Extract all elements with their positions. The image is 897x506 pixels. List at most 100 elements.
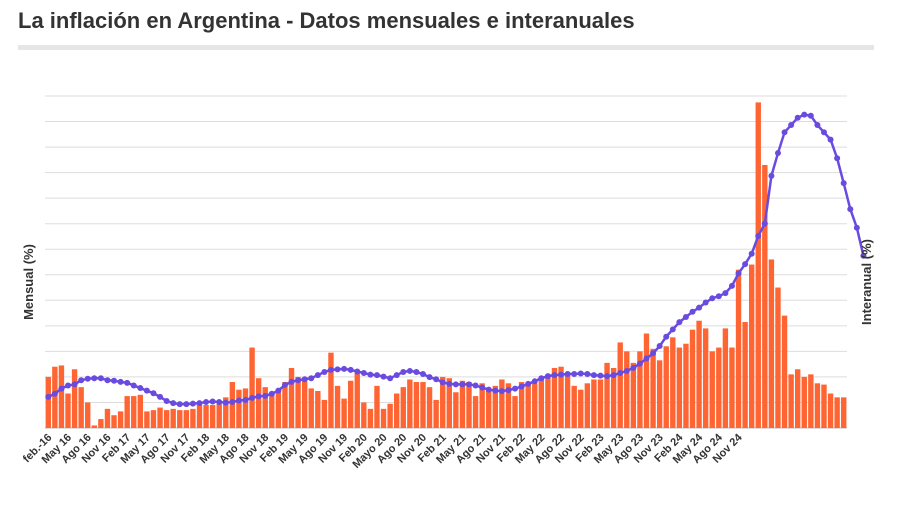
monthly-bar [663, 346, 669, 428]
monthly-bar [486, 389, 492, 428]
y-axis-left-label: Mensual (%) [21, 244, 36, 320]
monthly-bar [518, 382, 525, 428]
yearly-point [525, 380, 532, 387]
monthly-bar [834, 397, 840, 428]
monthly-bar [841, 397, 847, 428]
monthly-bar [242, 388, 249, 428]
monthly-bar [236, 389, 242, 428]
yearly-point [347, 366, 354, 373]
yearly-point [735, 270, 742, 277]
monthly-bar [716, 347, 722, 428]
monthly-bars [45, 102, 847, 428]
yearly-point [860, 252, 867, 259]
yearly-point [314, 372, 321, 379]
monthly-bar [821, 384, 827, 428]
yearly-point [840, 180, 847, 187]
yearly-point [696, 304, 703, 311]
yearly-point [558, 371, 565, 378]
monthly-bar [505, 383, 512, 428]
monthly-bar [85, 402, 91, 428]
monthly-bar [91, 425, 97, 428]
monthly-bar [367, 408, 374, 428]
yearly-point [538, 375, 545, 382]
monthly-bar [400, 387, 406, 428]
monthly-bar [676, 347, 683, 428]
yearly-point [235, 397, 242, 404]
monthly-bar [768, 259, 775, 428]
monthly-bar [755, 102, 761, 428]
monthly-bar [578, 389, 584, 428]
yearly-point [51, 390, 58, 397]
yearly-point [768, 172, 775, 179]
monthly-bar [387, 403, 393, 428]
yearly-point [623, 367, 630, 374]
title-divider [18, 45, 874, 50]
yearly-point [847, 206, 854, 213]
yearly-point [788, 122, 795, 129]
yearly-point [807, 112, 814, 119]
monthly-bar [380, 408, 387, 428]
monthly-bar [762, 164, 768, 428]
monthly-bar [617, 342, 623, 428]
yearly-point [709, 295, 716, 302]
yearly-point [301, 376, 308, 383]
yearly-point [577, 370, 584, 377]
yearly-point [327, 366, 334, 373]
yearly-point [755, 233, 762, 240]
monthly-bar [525, 383, 531, 428]
yearly-point [163, 398, 170, 405]
monthly-bar [255, 378, 262, 428]
monthly-bar [203, 405, 209, 428]
monthly-bar [459, 380, 466, 428]
monthly-bar [571, 385, 577, 428]
monthly-bar [209, 405, 216, 428]
yearly-point [308, 375, 315, 382]
yearly-point [604, 373, 611, 380]
yearly-point [505, 387, 512, 394]
monthly-bar [295, 376, 301, 428]
monthly-bar [564, 375, 571, 428]
monthly-bar [347, 380, 354, 428]
monthly-bar [748, 264, 755, 428]
yearly-point [58, 385, 65, 392]
yearly-line [45, 111, 867, 408]
monthly-bar [45, 376, 51, 428]
yearly-point [137, 385, 144, 392]
yearly-point [794, 114, 801, 121]
yearly-point [610, 372, 617, 379]
monthly-bar [735, 269, 742, 428]
yearly-point [222, 399, 229, 406]
monthly-bar [624, 351, 630, 428]
yearly-point [643, 355, 650, 362]
monthly-bar [610, 367, 617, 428]
yearly-point [676, 319, 683, 326]
yearly-point [544, 373, 551, 380]
monthly-bar [775, 287, 781, 428]
monthly-bar [413, 382, 420, 428]
monthly-bar [269, 394, 275, 428]
yearly-point [682, 313, 689, 320]
yearly-point [512, 385, 519, 392]
monthly-bar [361, 402, 367, 428]
yearly-point [742, 261, 749, 268]
monthly-bar [262, 387, 268, 428]
yearly-point [663, 333, 670, 340]
yearly-point [630, 364, 637, 371]
yearly-point [459, 381, 466, 388]
yearly-point [387, 375, 394, 382]
monthly-bar [150, 410, 157, 428]
monthly-bar [781, 315, 788, 428]
monthly-bar [604, 362, 610, 428]
yearly-point [150, 390, 157, 397]
yearly-point [354, 368, 361, 375]
monthly-bar [124, 396, 130, 428]
monthly-bar [170, 408, 176, 428]
monthly-bar [696, 320, 702, 428]
yearly-point [472, 382, 479, 389]
yearly-point [498, 388, 505, 395]
monthly-bar [670, 337, 676, 428]
monthly-bar [545, 376, 551, 428]
monthly-bar [808, 374, 814, 428]
monthly-bar [795, 369, 801, 428]
